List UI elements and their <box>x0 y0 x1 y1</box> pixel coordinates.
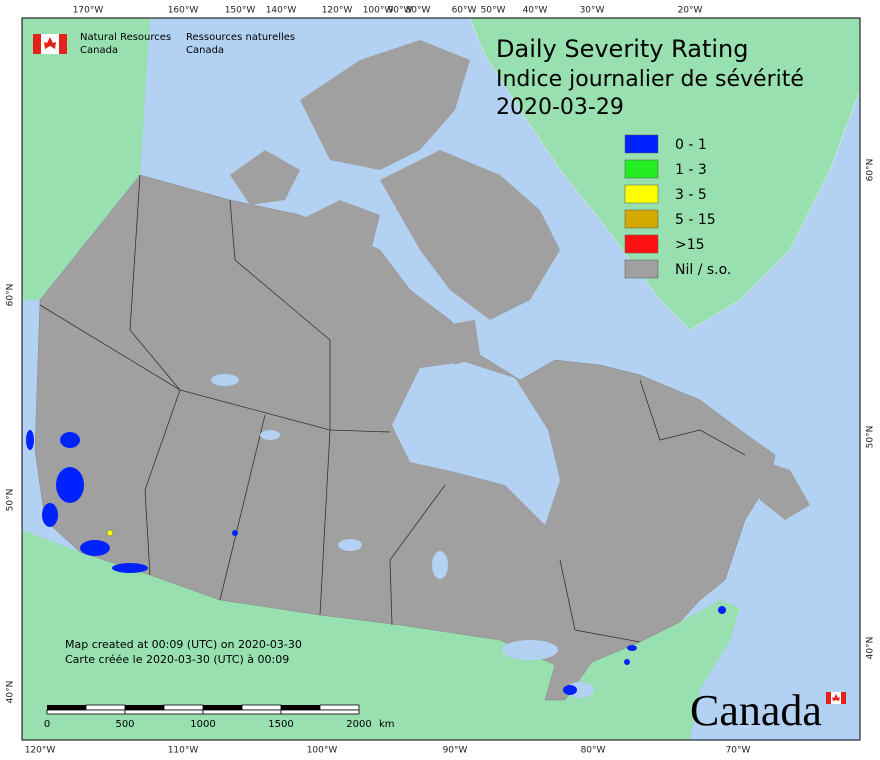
legend-label: 5 - 15 <box>675 212 716 228</box>
org-fr-2: Canada <box>186 45 224 56</box>
wordmark-flag <box>826 692 846 704</box>
map-frame <box>21 17 861 741</box>
lakes <box>211 374 594 698</box>
scale-unit: km <box>379 719 395 730</box>
scale-segment <box>281 705 320 710</box>
scale-segment <box>319 704 360 711</box>
latitude-label: 40°N <box>6 681 16 704</box>
longitude-label: 80°W <box>406 6 431 16</box>
longitude-label: 40°W <box>523 6 548 16</box>
latitude-label: 40°N <box>866 637 876 660</box>
latitude-label: 50°N <box>866 426 876 449</box>
latitude-label: 60°N <box>866 159 876 182</box>
scale-segment <box>47 705 86 710</box>
org-en-2: Canada <box>80 45 118 56</box>
longitude-label: 110°W <box>168 746 199 756</box>
org-fr-1: Ressources naturelles <box>186 32 295 43</box>
legend-label: 3 - 5 <box>675 187 707 203</box>
longitude-label: 120°W <box>322 6 353 16</box>
longitude-label: 20°W <box>678 6 703 16</box>
alaska <box>22 18 150 300</box>
legend-label: 1 - 3 <box>675 162 707 178</box>
longitude-label: 90°W <box>388 6 413 16</box>
legend-swatch <box>624 184 659 204</box>
island <box>445 320 480 365</box>
scale-label: 0 <box>44 719 50 730</box>
longitude-label: 100°W <box>307 746 338 756</box>
fire-spot-yellow <box>106 529 114 537</box>
scale-label: 1500 <box>268 719 293 730</box>
longitude-label: 50°W <box>481 6 506 16</box>
wordmark: Canada <box>690 686 822 735</box>
island <box>230 150 300 205</box>
longitude-label: 30°W <box>580 6 605 16</box>
legend-swatch <box>624 259 659 279</box>
title-en: Daily Severity Rating <box>496 35 748 63</box>
scale-segment <box>241 704 282 711</box>
legend-label: 0 - 1 <box>675 137 707 153</box>
scale-segment <box>46 709 126 715</box>
newfoundland <box>745 455 810 520</box>
island <box>300 40 470 170</box>
longitude-label: 70°W <box>726 746 751 756</box>
longitude-label: 170°W <box>73 6 104 16</box>
credit-en: Map created at 00:09 (UTC) on 2020-03-30 <box>65 638 302 651</box>
legend-swatch <box>624 159 659 179</box>
longitude-label: 120°W <box>25 746 56 756</box>
scale-label: 500 <box>115 719 134 730</box>
boundaries <box>39 174 746 643</box>
legend-swatch <box>624 209 659 229</box>
legend-label: >15 <box>675 237 705 253</box>
scale-segment <box>125 705 164 710</box>
hudson-bay <box>392 362 560 525</box>
scale-segment <box>203 705 242 710</box>
island <box>300 200 380 265</box>
scale-segment <box>202 709 282 715</box>
longitude-label: 140°W <box>266 6 297 16</box>
legend-label: Nil / s.o. <box>675 262 731 278</box>
longitude-label: 80°W <box>581 746 606 756</box>
longitude-label: 160°W <box>168 6 199 16</box>
longitude-label: 60°W <box>452 6 477 16</box>
scale-segment <box>85 704 126 711</box>
latitude-label: 60°N <box>6 284 16 307</box>
title-fr: Indice journalier de sévérité <box>496 67 804 92</box>
org-en-1: Natural Resources <box>80 32 171 43</box>
latitude-label: 50°N <box>6 489 16 512</box>
scale-label: 2000 <box>346 719 371 730</box>
graticule-labels: 170°W 160°W 150°W 140°W 120°W 100°W90°W80°W 60… <box>6 6 876 756</box>
baffin-island <box>380 150 560 320</box>
greenland <box>469 18 860 331</box>
scale-segment <box>163 704 204 711</box>
title-date: 2020-03-29 <box>496 95 624 120</box>
longitude-label: 90°W <box>443 746 468 756</box>
scale-segment <box>280 709 360 715</box>
longitude-label: 150°W <box>225 6 256 16</box>
credit-fr: Carte créée le 2020-03-30 (UTC) à 00:09 <box>65 653 289 666</box>
legend-swatch <box>624 234 659 254</box>
scale-segment <box>124 709 204 715</box>
legend: 0 - 1 1 - 3 3 - 5 5 - 15 >15 Nil / s.o. <box>624 134 731 279</box>
fire-spots <box>26 430 726 695</box>
scale-bar: 0 500 1000 1500 2000 km <box>44 704 395 730</box>
gov-logo <box>33 34 67 54</box>
scale-label: 1000 <box>190 719 215 730</box>
legend-swatch <box>624 134 659 154</box>
map-area <box>22 18 860 740</box>
longitude-label: 100°W <box>363 6 394 16</box>
